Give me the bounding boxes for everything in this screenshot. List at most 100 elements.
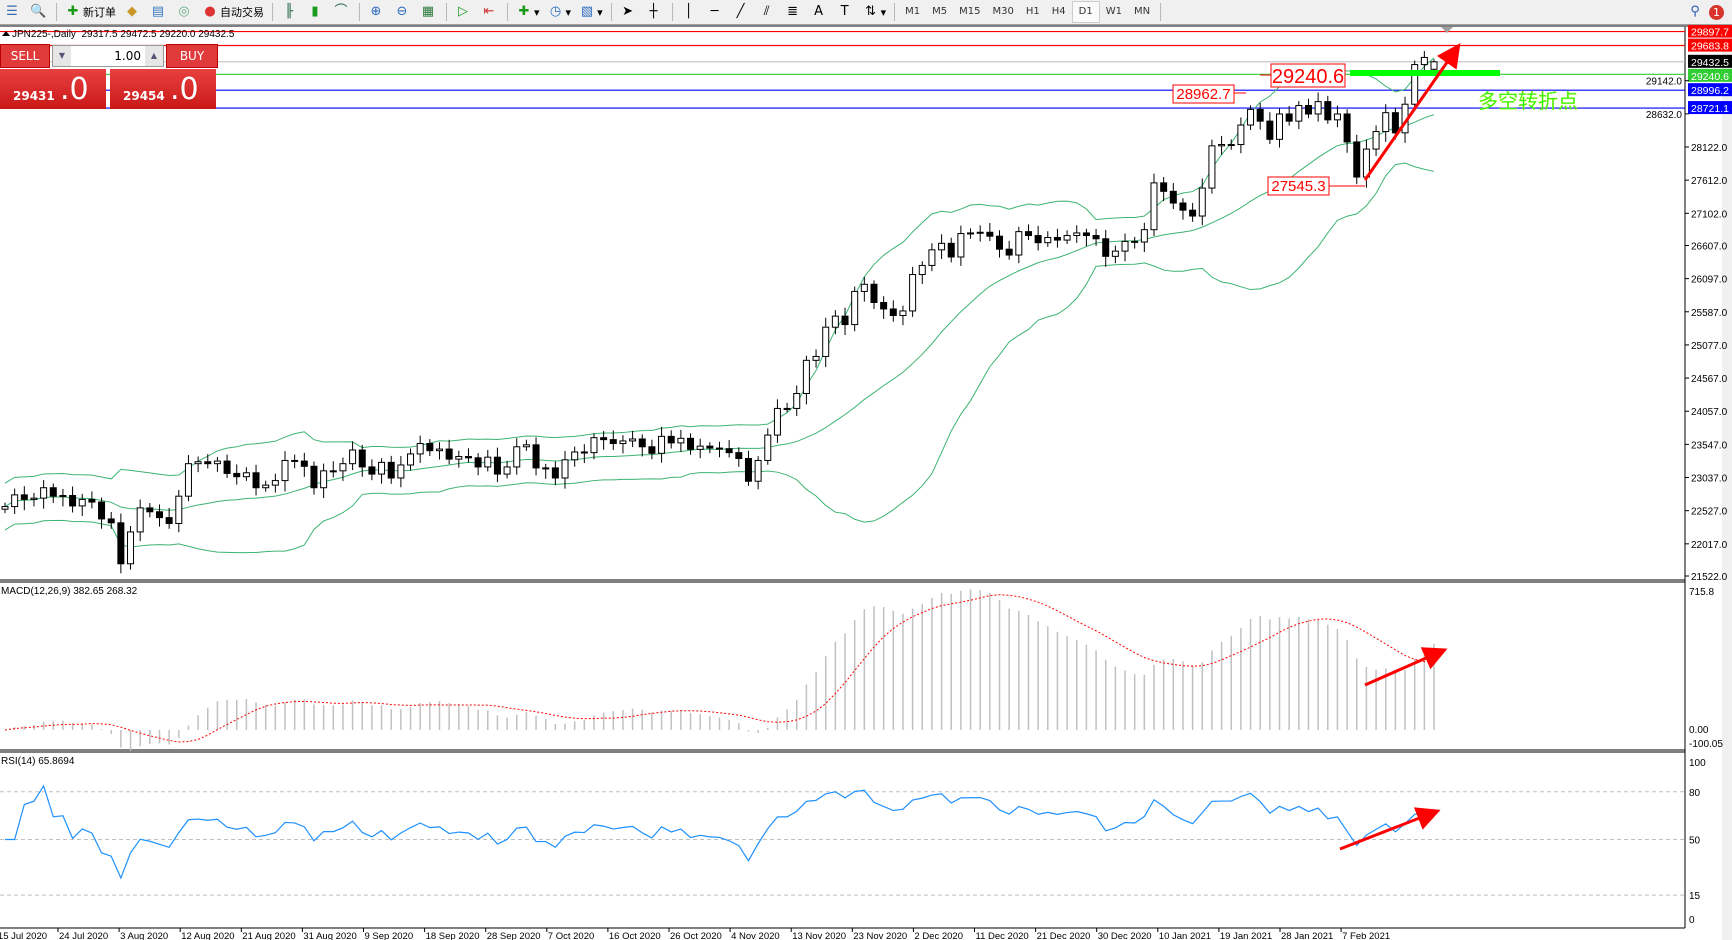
lot-increase-icon[interactable]: ▲ [145, 46, 163, 66]
candlestick-button[interactable]: ▮ [304, 1, 328, 23]
chart-shift-marker-icon[interactable] [1441, 27, 1453, 33]
search-button[interactable]: ⚲ [1684, 1, 1708, 23]
autoscroll-button[interactable]: ▷ [452, 1, 476, 23]
auto-trading-button[interactable]: ● 自动交易 [199, 1, 267, 23]
vertical-line-button[interactable]: │ [678, 1, 702, 23]
bear-candle [1160, 182, 1168, 192]
bear-candle [648, 446, 656, 454]
new-order-label: 新订单 [83, 6, 116, 19]
horizontal-line-icon: ─ [710, 4, 719, 19]
chart-shift-button[interactable]: ⇤ [478, 1, 502, 23]
bear-candle [117, 522, 125, 565]
fibonacci-button[interactable]: ≣ [782, 1, 806, 23]
timeframe-mn[interactable]: MN [1133, 6, 1151, 17]
bull-candle [262, 484, 270, 489]
bear-candle [1324, 101, 1332, 121]
price-tick-label: 22527.0 [1691, 507, 1728, 518]
toolbar-print-preview-button[interactable]: 🔍 [27, 1, 51, 23]
crosshair-icon: ┼ [649, 4, 658, 19]
collapse-triangle-icon[interactable] [2, 31, 10, 36]
bull-candle [1, 506, 9, 510]
label-low-box[interactable] [1267, 176, 1330, 196]
buy-price-small: 29454 [123, 89, 165, 103]
line-chart-button[interactable]: ⌒ [330, 1, 354, 23]
bear-candle [1005, 248, 1013, 256]
price-tick-label: 27102.0 [1691, 209, 1728, 220]
crosshair-button[interactable]: ┼ [643, 1, 667, 23]
market-button[interactable]: ◎ [173, 1, 197, 23]
bear-candle [98, 501, 106, 520]
date-label: 30 Dec 2020 [1098, 931, 1152, 940]
timeframe-h4[interactable]: H4 [1051, 6, 1066, 17]
bull-candle [1111, 250, 1119, 257]
timeframe-m15[interactable]: M15 [959, 6, 981, 17]
price-up-arrow[interactable] [1363, 43, 1461, 181]
date-label: 10 Jan 2021 [1159, 931, 1211, 940]
horizontal-line-button[interactable]: ─ [704, 1, 728, 23]
bull-candle [175, 495, 183, 524]
label-main-box[interactable] [1270, 63, 1346, 88]
timeframe-w1[interactable]: W1 [1105, 6, 1122, 17]
lot-input[interactable]: 1.00 [114, 49, 141, 63]
lot-stepper[interactable]: ▼ 1.00 ▲ [52, 45, 164, 67]
bull-candle [1420, 56, 1428, 66]
bear-candle [1343, 113, 1351, 143]
bull-candle [783, 407, 791, 410]
bear-candle [155, 511, 163, 519]
text-button[interactable]: A [808, 1, 832, 23]
bear-candle [204, 461, 212, 465]
bear-candle [947, 242, 955, 258]
sell-button[interactable]: SELL [0, 44, 50, 68]
bull-candle [967, 232, 975, 235]
cursor-button[interactable]: ➤ [617, 1, 641, 23]
timeframe-m30[interactable]: M30 [992, 6, 1014, 17]
periods-button[interactable]: ◷ ▾ [545, 1, 575, 23]
zoom-out-button[interactable]: ⊖ [391, 1, 415, 23]
bull-candle [918, 264, 926, 276]
text-label-icon: T [840, 4, 849, 19]
toolbar-list-button[interactable]: ☰ [1, 1, 25, 23]
rsi-up-arrow[interactable] [1339, 807, 1441, 851]
tile-windows-button[interactable]: ▦ [417, 1, 441, 23]
notification-badge[interactable]: 1 [1709, 4, 1724, 20]
macd-up-arrow[interactable] [1364, 647, 1448, 687]
experts-icon: ◆ [127, 4, 137, 19]
lot-decrease-icon[interactable]: ▼ [53, 46, 71, 66]
bear-candle [735, 452, 743, 459]
sell-price-box[interactable]: 29431 .0 [0, 69, 106, 109]
arrows-button[interactable]: ⇅ ▾ [860, 1, 890, 23]
price-tick-label: 28632.0 [1646, 110, 1683, 121]
trendline-button[interactable]: ╱ [730, 1, 754, 23]
indicators-button[interactable]: ✚ ▾ [513, 1, 543, 23]
macd-scale-label: 715.8 [1689, 587, 1714, 598]
label-high-box[interactable] [1172, 84, 1235, 104]
buy-price-box[interactable]: 29454 .0 [110, 69, 216, 109]
zoom-in-button[interactable]: ⊕ [365, 1, 389, 23]
price-tick-label: 26607.0 [1691, 241, 1728, 252]
bear-candle [146, 507, 154, 513]
bull-candle [1073, 232, 1081, 237]
bear-candle [49, 487, 57, 497]
date-label: 19 Jan 2021 [1220, 931, 1272, 940]
bear-candle [358, 449, 366, 468]
experts-button[interactable]: ◆ [121, 1, 145, 23]
date-label: 12 Aug 2020 [181, 931, 234, 940]
timeframe-h1[interactable]: H1 [1025, 6, 1040, 17]
signals-button[interactable]: ▤ [147, 1, 171, 23]
bear-candle [1092, 235, 1100, 240]
text-label-button[interactable]: T [834, 1, 858, 23]
bear-candle [638, 438, 646, 448]
date-label: 7 Feb 2021 [1342, 931, 1390, 940]
bull-candle [1237, 124, 1245, 146]
fibonacci-fan-button[interactable]: ⫽ [756, 1, 780, 23]
timeframe-m1[interactable]: M1 [905, 6, 921, 17]
templates-button[interactable]: ▧ ▾ [580, 4, 603, 19]
new-order-button[interactable]: ✚ 新订单 [62, 1, 119, 23]
vertical-line-icon: │ [684, 4, 693, 19]
timeframe-d1[interactable]: D1 [1071, 1, 1100, 23]
buy-button[interactable]: BUY [166, 44, 218, 68]
timeframe-m5[interactable]: M5 [932, 6, 948, 17]
bar-chart-button[interactable]: ╟ [278, 1, 302, 23]
